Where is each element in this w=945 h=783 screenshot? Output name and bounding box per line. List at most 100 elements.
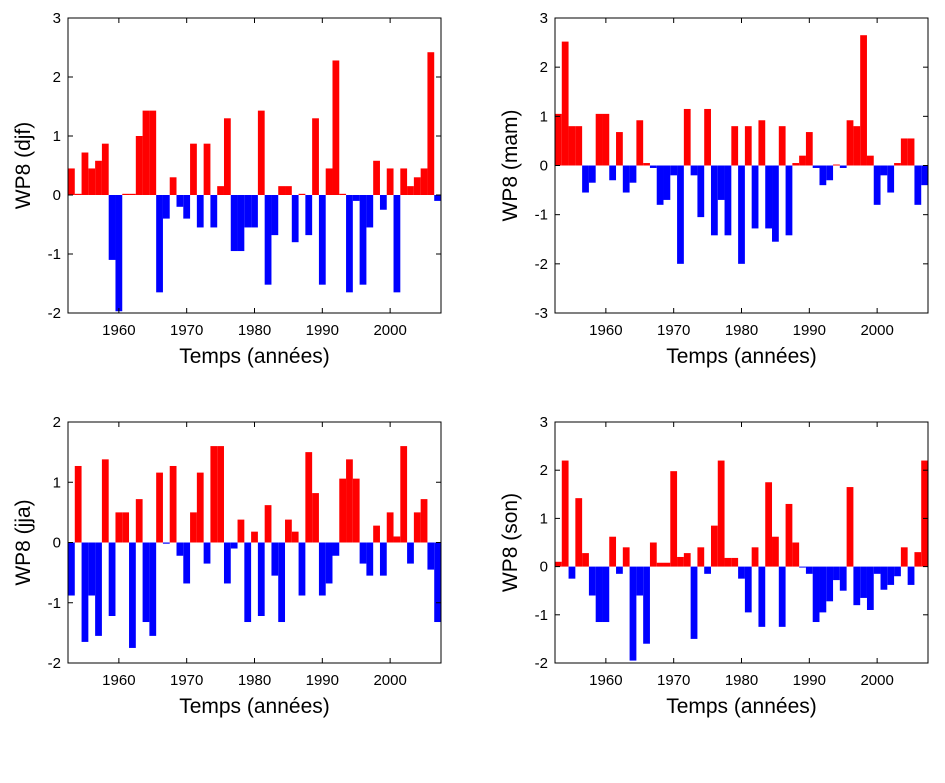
bar: [400, 168, 408, 195]
bar: [887, 566, 895, 585]
bar: [420, 499, 428, 543]
bar: [379, 542, 387, 576]
bar: [196, 472, 204, 543]
bar: [271, 542, 279, 576]
bar: [555, 113, 562, 166]
bar: [142, 110, 150, 195]
bar: [622, 547, 630, 567]
bar: [900, 138, 908, 166]
bar: [108, 195, 116, 260]
y-tick-label: 0: [53, 187, 61, 204]
bar: [359, 195, 367, 285]
bar: [588, 566, 596, 596]
bar: [765, 482, 773, 567]
bar: [217, 446, 224, 543]
x-tick-label: 2000: [860, 672, 893, 689]
bar: [778, 566, 786, 627]
bar: [670, 471, 678, 567]
x-tick-label: 2000: [373, 322, 406, 339]
bar: [894, 566, 901, 577]
bar: [434, 195, 441, 201]
bar: [873, 165, 881, 205]
bar: [352, 195, 360, 201]
bar: [880, 566, 888, 590]
y-tick-label: 2: [53, 414, 61, 431]
bar: [162, 195, 170, 219]
y-tick-label: 0: [53, 535, 61, 552]
y-tick-label: -1: [48, 595, 61, 612]
bar: [697, 547, 705, 567]
bar: [751, 547, 759, 567]
y-tick-label: -2: [48, 655, 61, 672]
bar: [359, 542, 367, 564]
bar: [826, 566, 834, 602]
bar: [772, 165, 779, 242]
bar: [839, 165, 847, 168]
bar: [697, 165, 705, 218]
bar: [717, 460, 725, 567]
bar: [609, 165, 617, 181]
y-tick-label: -1: [535, 207, 548, 224]
bar: [778, 126, 786, 166]
bar: [710, 165, 718, 236]
bar: [555, 561, 562, 567]
y-tick-label: 3: [540, 414, 548, 431]
bar: [251, 195, 258, 228]
bar: [717, 165, 725, 200]
bar: [582, 553, 589, 567]
bar: [400, 446, 408, 543]
x-tick-label: 1980: [238, 322, 271, 339]
bar: [853, 566, 861, 606]
bar: [305, 195, 313, 236]
x-tick-label: 1970: [170, 322, 203, 339]
bar: [373, 160, 380, 195]
bar: [285, 519, 292, 543]
bar: [643, 163, 650, 166]
bar: [95, 160, 102, 195]
bar: [683, 553, 691, 567]
bar: [805, 566, 813, 574]
x-tick-label: 1990: [306, 322, 339, 339]
bar: [366, 542, 374, 576]
bar: [230, 195, 238, 252]
bar: [264, 195, 272, 285]
bar: [846, 487, 854, 567]
bar: [629, 566, 637, 661]
panel: -2 -1 0 1 2 3 1960 1970 1980 1990 2000 Temps (année…: [499, 414, 929, 718]
bar: [101, 143, 109, 195]
bar: [68, 168, 75, 195]
bar: [744, 566, 752, 613]
bar: [427, 542, 435, 570]
bar: [407, 542, 414, 564]
bar: [921, 460, 928, 567]
bar: [325, 542, 333, 584]
bar: [636, 566, 644, 596]
bar: [230, 542, 238, 549]
bar: [833, 566, 840, 581]
bar: [656, 165, 664, 205]
x-axis-label: Temps (années): [666, 695, 817, 718]
bar: [278, 542, 286, 623]
bar: [291, 195, 299, 243]
bar: [176, 542, 184, 556]
bar: [379, 195, 387, 210]
y-tick-label: 2: [53, 69, 61, 86]
bar: [298, 542, 306, 596]
bar: [88, 168, 96, 195]
bar: [135, 136, 143, 195]
bar: [602, 113, 610, 166]
bar: [846, 120, 854, 166]
y-tick-label: 0: [540, 559, 548, 576]
bar: [907, 566, 915, 585]
bar: [710, 525, 718, 567]
bar: [352, 478, 360, 543]
y-axis-label: WP8 (djf): [12, 122, 35, 210]
bar: [887, 165, 895, 193]
y-axis-label: WP8 (mam): [499, 110, 522, 222]
y-axis-label: WP8 (son): [499, 493, 522, 592]
x-tick-label: 1960: [589, 322, 622, 339]
bar: [575, 126, 583, 166]
bar: [616, 132, 623, 166]
bar: [339, 478, 347, 543]
bar: [704, 566, 711, 574]
